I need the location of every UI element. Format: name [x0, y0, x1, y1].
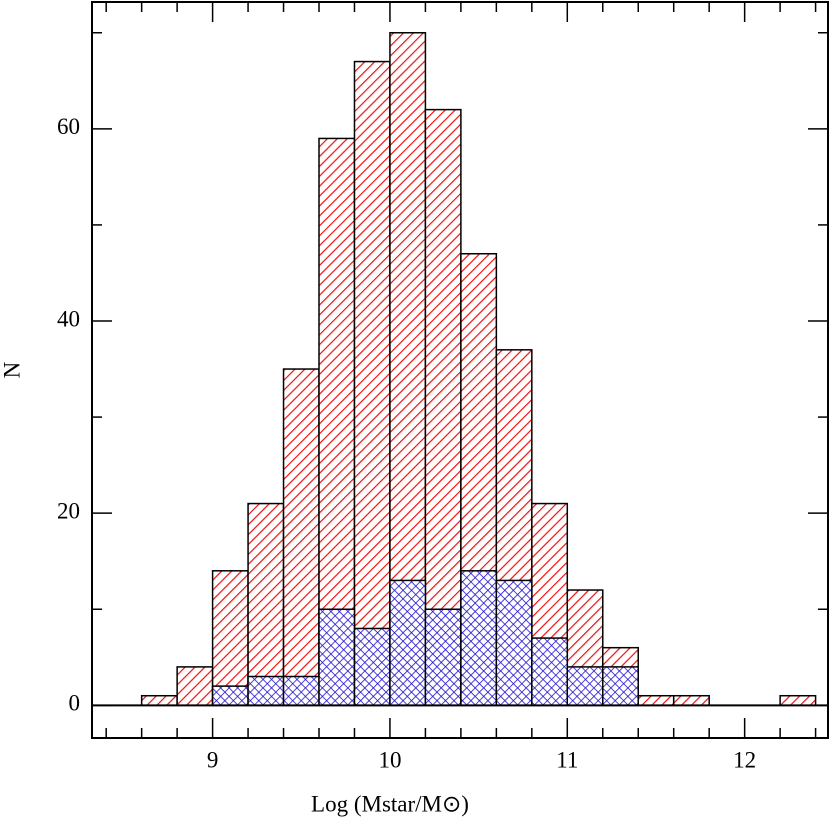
histogram-bar [637, 694, 675, 707]
y-tick-label: 0 [69, 691, 81, 716]
histogram-bar [424, 608, 462, 707]
histogram-bar [211, 570, 249, 707]
x-tick-label: 9 [207, 747, 219, 772]
histogram-bar [460, 570, 498, 707]
histogram-bar [531, 637, 569, 707]
histogram-bar [353, 627, 391, 707]
histogram-bar [779, 694, 817, 707]
histogram-bar [353, 60, 391, 707]
plot-frame [91, 1, 829, 739]
x-tick-label: 10 [378, 747, 401, 772]
y-tick-label: 20 [57, 498, 80, 523]
y-tick-label: 40 [57, 306, 80, 331]
histogram-bar [672, 694, 710, 707]
histogram-bar [247, 675, 285, 707]
x-tick-label: 12 [733, 747, 756, 772]
histogram-bar [211, 685, 249, 707]
y-axis-label: N [0, 361, 24, 378]
histogram-bar [247, 502, 285, 707]
histogram-bar [282, 675, 320, 707]
histogram-bar [282, 368, 320, 707]
x-axis-label: Log (Mstar/M⊙) [311, 791, 469, 816]
histogram-bar [389, 579, 427, 707]
histogram-bar [176, 666, 214, 707]
histogram-bar [602, 666, 639, 707]
histogram-bar [318, 608, 356, 707]
y-tick-label: 60 [57, 114, 80, 139]
histogram-bar [566, 666, 604, 707]
x-tick-label: 11 [556, 747, 578, 772]
histogram-bar [140, 694, 178, 707]
histogram-bar [495, 579, 533, 707]
